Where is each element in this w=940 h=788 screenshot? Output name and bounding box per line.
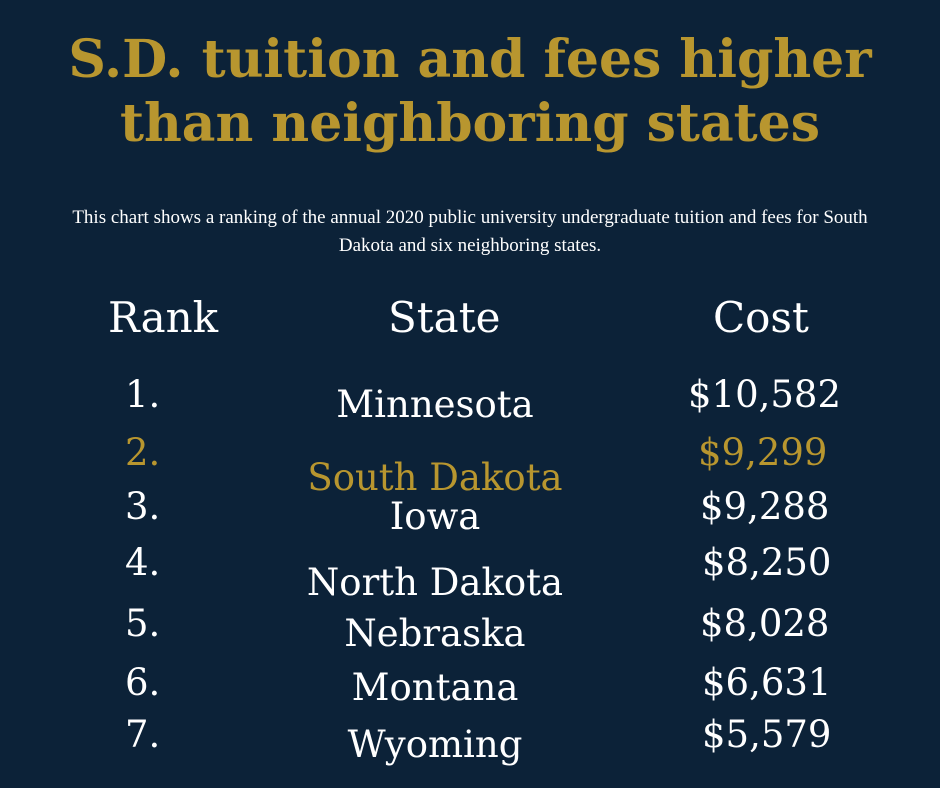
column-header-cost: Cost xyxy=(713,293,809,342)
cost-cell: $6,631 xyxy=(702,661,832,704)
column-header-rank: Rank xyxy=(108,293,219,342)
state-cell: North Dakota xyxy=(306,561,564,604)
cost-cell: $8,028 xyxy=(700,602,830,645)
state-cell: Iowa xyxy=(389,495,481,538)
rank-cell: 5. xyxy=(125,602,161,645)
state-cell: Minnesota xyxy=(336,383,534,426)
chart-subtitle: This chart shows a ranking of the annual… xyxy=(72,207,868,256)
cost-cell: $8,250 xyxy=(702,541,832,584)
cost-cell: $10,582 xyxy=(688,373,842,416)
rank-cell: 3. xyxy=(125,485,161,528)
cost-cell: $9,288 xyxy=(700,485,830,528)
state-cell: Wyoming xyxy=(347,723,523,766)
rank-cell: 4. xyxy=(125,541,161,584)
rank-cell: 1. xyxy=(125,373,161,416)
cost-cell: $5,579 xyxy=(702,713,832,756)
state-cell: Montana xyxy=(351,666,519,709)
state-cell: Nebraska xyxy=(344,612,526,655)
rank-cell: 7. xyxy=(125,713,161,756)
chart-title: S.D. tuition and fees higher than neighb… xyxy=(68,29,872,154)
rank-cell: 2. xyxy=(125,431,161,474)
state-cell: South Dakota xyxy=(307,456,563,499)
column-header-state: State xyxy=(388,293,501,342)
cost-cell: $9,299 xyxy=(698,431,828,474)
rank-cell: 6. xyxy=(125,661,161,704)
